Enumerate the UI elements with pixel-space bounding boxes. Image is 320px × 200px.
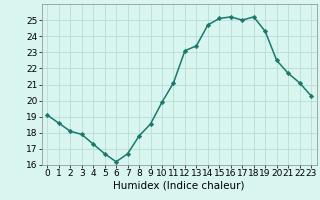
X-axis label: Humidex (Indice chaleur): Humidex (Indice chaleur) [114,181,245,191]
